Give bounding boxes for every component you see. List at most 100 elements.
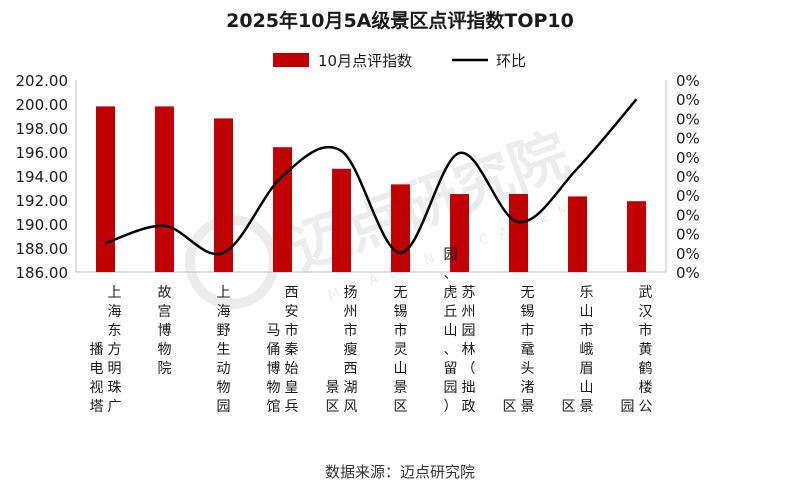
x-tick-char: 州 — [462, 304, 476, 320]
y-tick-label-right: 0% — [676, 264, 700, 282]
x-tick-char: 景 — [394, 380, 408, 396]
x-tick-char: 虎 — [444, 285, 458, 301]
x-tick-char: 方 — [108, 342, 122, 358]
x-tick-char: 无 — [521, 285, 535, 301]
x-tick-char: 扬 — [344, 285, 358, 301]
x-tick-char: 始 — [285, 361, 299, 377]
x-tick-char: 山 — [580, 380, 594, 396]
x-tick-char: 秦 — [285, 342, 299, 358]
y-tick-label-right: 0% — [676, 168, 700, 186]
x-tick-char: 拙 — [462, 380, 476, 396]
bar — [450, 194, 469, 272]
y-tick-label-right: 0% — [676, 91, 700, 109]
x-tick-char: 渚 — [521, 380, 535, 396]
legend: 10月点评指数 环比 — [273, 52, 526, 70]
bar — [509, 194, 528, 272]
x-tick-char: 故 — [158, 285, 172, 301]
y-tick-label-right: 0% — [676, 130, 700, 148]
x-tick-char: 风 — [344, 399, 358, 415]
x-tick-char: 汉 — [639, 304, 653, 320]
x-tick-char: 山 — [444, 323, 458, 339]
y-tick-label-right: 0% — [676, 72, 700, 90]
y-tick-label-right: 0% — [676, 187, 700, 205]
x-tick-char: 博 — [158, 322, 172, 339]
y-tick-label-right: 0% — [676, 245, 700, 263]
y-tick-label-left: 190.00 — [16, 216, 69, 234]
bar — [568, 196, 587, 272]
x-tick-char: 、 — [444, 266, 458, 282]
y-tick-label-left: 192.00 — [16, 192, 69, 210]
x-tick-char: 市 — [639, 322, 653, 339]
x-tick-char: 市 — [394, 322, 408, 339]
x-tick-char: 上 — [217, 285, 231, 301]
y-tick-label-left: 202.00 — [16, 72, 69, 90]
x-tick-char: 院 — [158, 361, 172, 377]
x-tick-char: 锡 — [394, 304, 408, 320]
x-tick-char: 电 — [90, 361, 104, 377]
x-tick-char: 黄 — [639, 341, 653, 358]
legend-swatch-bar — [273, 53, 309, 67]
x-tick-char: 丘 — [444, 304, 458, 320]
x-tick-char: 东 — [108, 323, 122, 339]
bar — [155, 106, 174, 273]
x-tick-char: 鼋 — [521, 342, 535, 358]
x-tick-char: 山 — [394, 361, 408, 377]
x-tick-char: 安 — [285, 304, 299, 320]
x-tick-char: 瘦 — [344, 341, 358, 358]
ratio-line-path — [105, 98, 638, 256]
x-tick-char: 峨 — [580, 342, 594, 358]
y-tick-label-left: 186.00 — [16, 264, 69, 282]
bar — [332, 168, 351, 272]
x-tick-char: 锡 — [521, 304, 535, 320]
x-tick-char: 眉 — [580, 361, 594, 377]
x-tick-char: 区 — [326, 399, 340, 415]
x-tick-char: 景 — [521, 399, 535, 415]
x-tick-char: 区 — [503, 399, 517, 415]
x-tick-char: 湖 — [344, 380, 358, 396]
source-note: 数据来源：迈点研究院 — [324, 463, 475, 481]
x-tick-char: 皇 — [285, 380, 299, 396]
x-tick-char: 马 — [267, 323, 281, 339]
x-tick-char: 物 — [158, 342, 172, 358]
x-tick-char: 鹤 — [639, 361, 653, 377]
x-tick-char: 景 — [326, 380, 340, 396]
bar — [214, 118, 233, 273]
x-tick-char: 市 — [344, 322, 358, 339]
x-tick-char: 公 — [639, 399, 653, 415]
y-tick-label-right: 0% — [676, 110, 700, 128]
x-tick-char: 苏 — [462, 285, 476, 301]
x-tick-char: 宫 — [158, 304, 172, 320]
x-tick-char: 无 — [394, 285, 408, 301]
y-tick-label-left: 200.00 — [16, 96, 69, 114]
y-tick-label-left: 194.00 — [16, 168, 69, 186]
x-tick-char: 西 — [285, 285, 299, 301]
legend-label-bar: 10月点评指数 — [318, 52, 412, 70]
x-tick-char: 武 — [639, 285, 653, 301]
x-tick-char: 播 — [90, 342, 104, 358]
x-tick-char: 市 — [285, 322, 299, 339]
x-tick-char: （ — [462, 361, 476, 377]
x-tick-char: 园 — [444, 247, 458, 263]
ratio-line — [105, 98, 638, 256]
x-tick-char: 区 — [562, 399, 576, 415]
x-tick-char: 兵 — [285, 399, 299, 415]
x-tick-char: 物 — [267, 380, 281, 396]
x-tick-char: 馆 — [267, 399, 281, 415]
x-tick-char: 园 — [621, 399, 635, 415]
x-tick-char: 市 — [580, 322, 594, 339]
x-tick-char: 州 — [344, 304, 358, 320]
x-tick-char: 市 — [521, 322, 535, 339]
x-tick-char: 政 — [462, 399, 476, 415]
bar — [273, 147, 292, 272]
x-tick-char: 园 — [462, 323, 476, 339]
